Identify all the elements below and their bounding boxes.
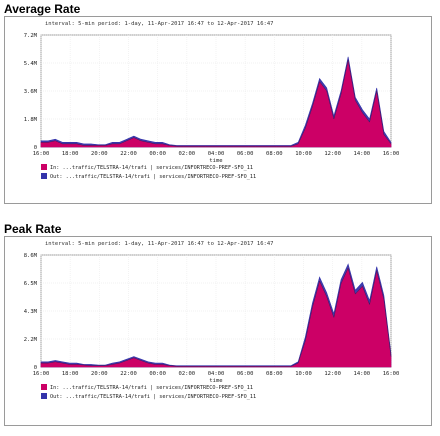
x-tick-label: 12:00 — [324, 371, 341, 377]
legend-label: In: ...traffic/TELSTRA-14/trafi | servic… — [50, 165, 253, 171]
in-series-line — [41, 59, 392, 147]
x-tick-label: 10:00 — [295, 151, 312, 157]
chart-header: interval: 5-min period: 1-day, 11-Apr-20… — [45, 21, 273, 27]
y-tick-label: 8.6M — [24, 253, 38, 259]
legend-label: In: ...traffic/TELSTRA-14/trafi | servic… — [50, 385, 253, 391]
x-axis-label: time — [209, 158, 222, 164]
y-tick-label: 7.2M — [24, 33, 38, 39]
peak-rate-chart: interval: 5-min period: 1-day, 11-Apr-20… — [24, 241, 400, 400]
y-tick-label: 5.4M — [24, 61, 38, 67]
x-tick-label: 06:00 — [237, 151, 254, 157]
chart-header: interval: 5-min period: 1-day, 11-Apr-20… — [45, 241, 273, 247]
y-tick-label: 6.5M — [24, 281, 38, 287]
peak-rate-title: Peak Rate — [4, 222, 62, 236]
average-rate-title: Average Rate — [4, 2, 81, 16]
y-tick-label: 3.6M — [24, 89, 38, 95]
legend-swatch — [41, 173, 47, 179]
x-tick-label: 04:00 — [208, 151, 225, 157]
x-tick-label: 06:00 — [237, 371, 254, 377]
legend-label: Out: ...traffic/TELSTRA-14/trafi | servi… — [50, 174, 256, 180]
x-tick-label: 02:00 — [179, 371, 196, 377]
x-tick-label: 14:00 — [354, 371, 371, 377]
legend-swatch — [41, 164, 47, 170]
x-tick-label: 16:00 — [383, 151, 400, 157]
average-rate-panel: interval: 5-min period: 1-day, 11-Apr-20… — [4, 16, 432, 204]
in-series-line — [41, 267, 392, 367]
x-tick-label: 12:00 — [324, 151, 341, 157]
average-rate-chart: interval: 5-min period: 1-day, 11-Apr-20… — [24, 21, 400, 180]
x-tick-label: 00:00 — [149, 151, 166, 157]
y-tick-label: 0 — [34, 145, 37, 151]
x-tick-label: 22:00 — [120, 371, 137, 377]
y-tick-label: 4.3M — [24, 309, 38, 315]
legend-swatch — [41, 384, 47, 390]
x-axis-label: time — [209, 378, 222, 384]
y-tick-label: 2.2M — [24, 337, 38, 343]
x-tick-label: 18:00 — [62, 151, 79, 157]
x-tick-label: 20:00 — [91, 371, 108, 377]
x-tick-label: 16:00 — [33, 151, 50, 157]
x-tick-label: 10:00 — [295, 371, 312, 377]
x-tick-label: 08:00 — [266, 371, 283, 377]
x-tick-label: 02:00 — [179, 151, 196, 157]
x-tick-label: 04:00 — [208, 371, 225, 377]
y-tick-label: 1.8M — [24, 117, 38, 123]
x-tick-label: 16:00 — [383, 371, 400, 377]
x-tick-label: 14:00 — [354, 151, 371, 157]
legend-label: Out: ...traffic/TELSTRA-14/trafi | servi… — [50, 394, 256, 400]
x-tick-label: 08:00 — [266, 151, 283, 157]
x-tick-label: 22:00 — [120, 151, 137, 157]
x-tick-label: 20:00 — [91, 151, 108, 157]
x-tick-label: 18:00 — [62, 371, 79, 377]
y-tick-label: 0 — [34, 365, 37, 371]
peak-rate-panel: interval: 5-min period: 1-day, 11-Apr-20… — [4, 236, 432, 426]
x-tick-label: 00:00 — [149, 371, 166, 377]
x-tick-label: 16:00 — [33, 371, 50, 377]
legend-swatch — [41, 393, 47, 399]
